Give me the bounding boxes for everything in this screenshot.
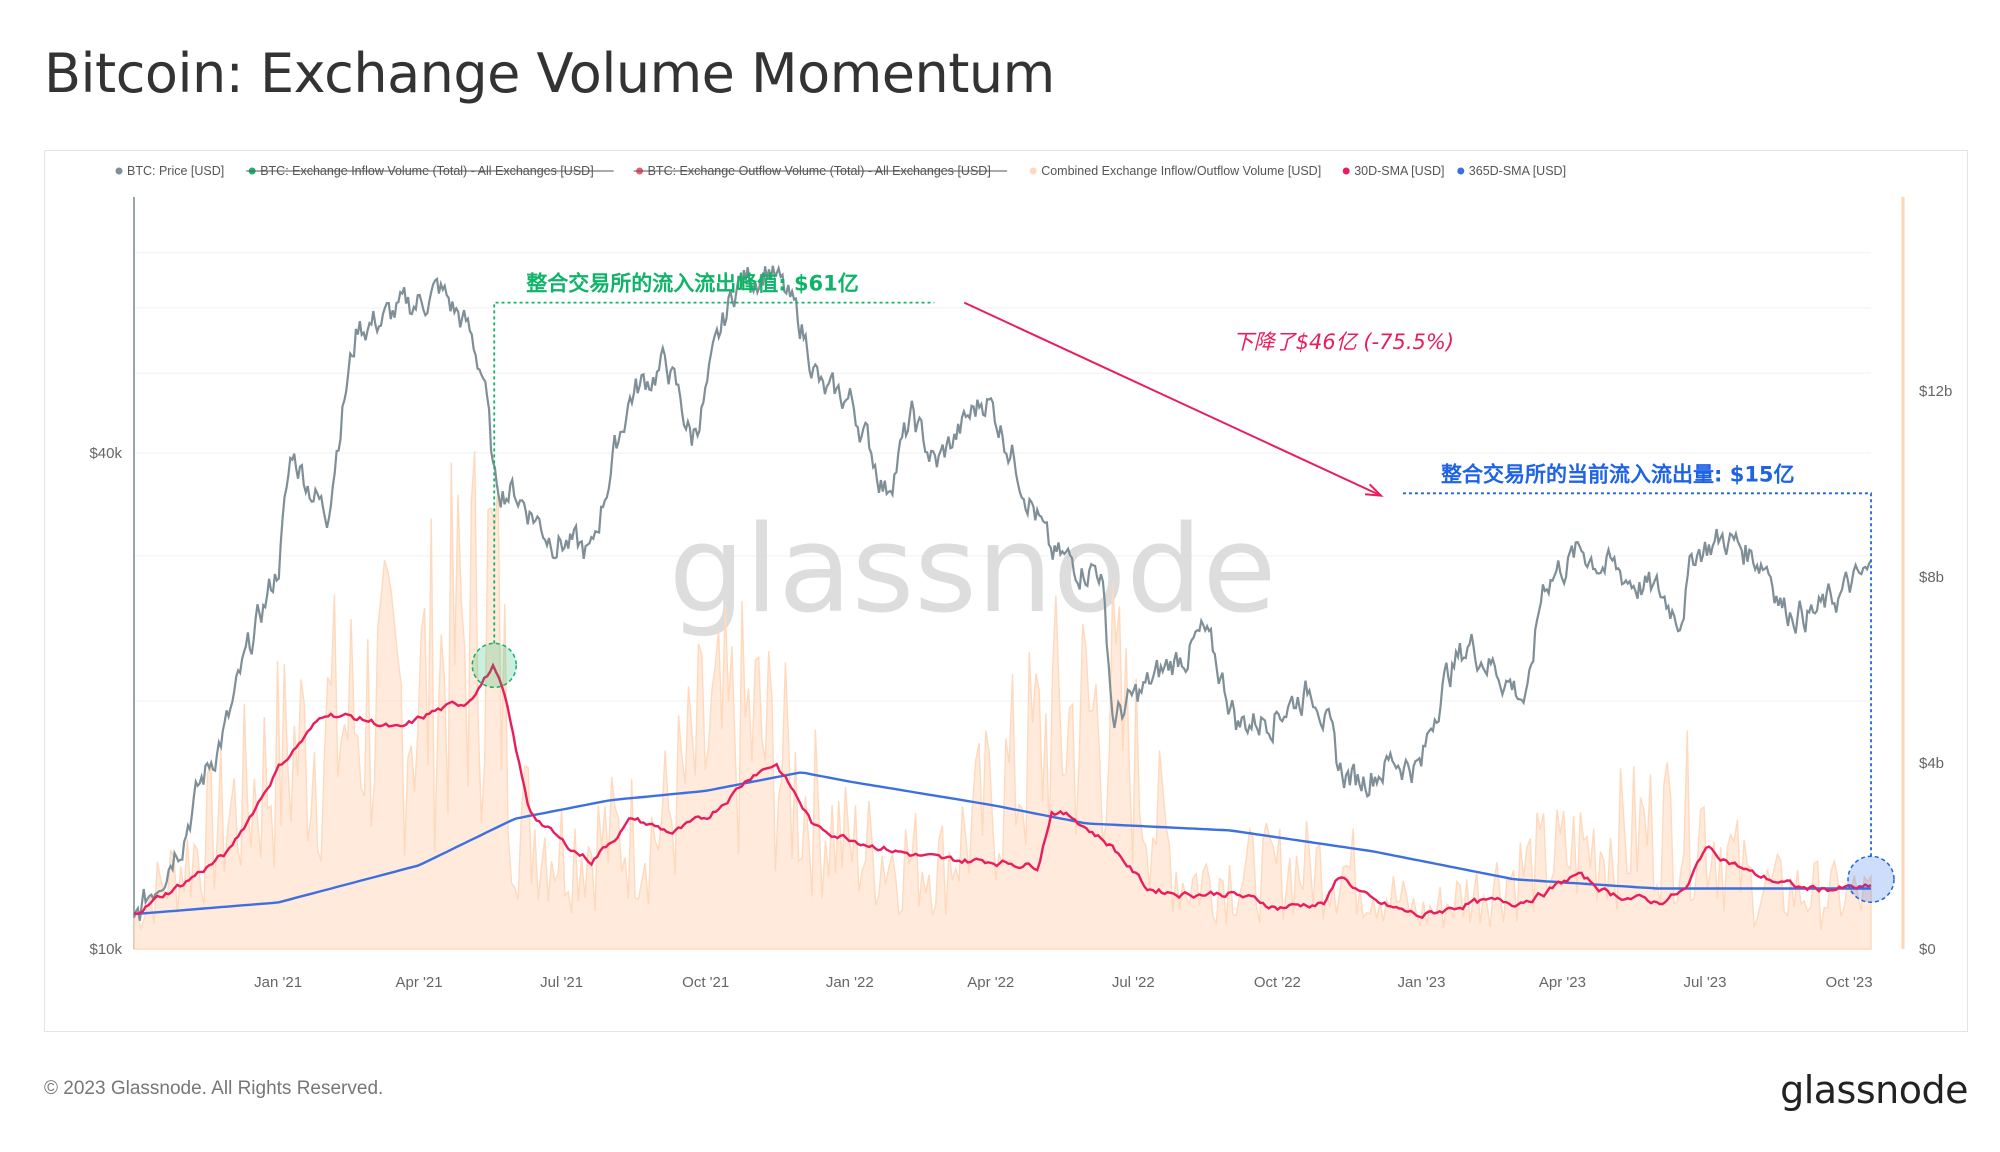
- legend-label: 30D-SMA [USD]: [1354, 164, 1444, 178]
- current-dotted-line: [1401, 492, 1872, 857]
- x-tick-label: Oct '21: [682, 974, 729, 991]
- drop-arrow-head: [1364, 483, 1384, 497]
- legend-item: BTC: Price [USD]: [115, 164, 224, 178]
- x-tick-label: Apr '23: [1539, 974, 1586, 991]
- chart-svg: Jan '21 Apr '21 Jul '21 Oct '21 Jan '22 Apr '…: [89, 164, 1952, 991]
- watermark: glassnode: [669, 501, 1277, 640]
- x-tick-label: Jan '21: [254, 974, 302, 991]
- current-annotation-label: 整合交易所的当前流入流出量: $15亿: [1441, 462, 1795, 486]
- y-right-tick-label: $8b: [1919, 569, 1944, 586]
- x-tick-label: Apr '21: [396, 974, 443, 991]
- legend-item: 30D-SMA [USD]: [1342, 164, 1445, 178]
- drop-arrow-line: [963, 301, 1382, 497]
- legend-item: BTC: Exchange Inflow Volume (Total) - Al…: [246, 164, 614, 178]
- glassnode-logo: glassnode: [1780, 1068, 1968, 1112]
- y-right-tick-label: $12b: [1919, 383, 1952, 400]
- x-tick-label: Apr '22: [967, 974, 1014, 991]
- combined-volume-area: [133, 451, 1872, 950]
- legend-label: Combined Exchange Inflow/Outflow Volume …: [1041, 164, 1321, 178]
- legend-dot: [1029, 167, 1037, 175]
- legend-label: BTC: Price [USD]: [127, 164, 224, 178]
- sma30-line: [133, 662, 1872, 920]
- y-left-tick-label: $40k: [89, 445, 122, 462]
- x-tick-label: Oct '22: [1254, 974, 1301, 991]
- legend-item: 365D-SMA [USD]: [1457, 164, 1566, 178]
- x-tick-label: Jul '21: [540, 974, 583, 991]
- x-tick-label: Jul '22: [1112, 974, 1155, 991]
- legend-dot: [1342, 167, 1350, 175]
- y-right-tick-label: $4b: [1919, 755, 1944, 772]
- x-tick-label: Jul '23: [1684, 974, 1727, 991]
- drop-annotation-label: 下降了$46亿 (-75.5%): [1233, 330, 1454, 354]
- x-tick-label: Oct '23: [1826, 974, 1873, 991]
- x-tick-label: Jan '23: [1398, 974, 1446, 991]
- sma365-line: [133, 771, 1871, 916]
- btc-price-line: [132, 264, 1872, 921]
- legend-dot: [1457, 167, 1465, 175]
- y-right-tick-label: $0: [1919, 941, 1936, 958]
- peak-annotation-label: 整合交易所的流入流出峰值: $61亿: [526, 272, 859, 296]
- legend-dot: [115, 167, 123, 175]
- current-marker-circle: [1847, 855, 1895, 903]
- x-tick-label: Jan '22: [826, 974, 874, 991]
- legend-label: 365D-SMA [USD]: [1469, 164, 1566, 178]
- page-title: Bitcoin: Exchange Volume Momentum: [44, 42, 1055, 105]
- peak-marker-circle: [471, 642, 517, 689]
- copyright-text: © 2023 Glassnode. All Rights Reserved.: [44, 1078, 384, 1099]
- y-left-tick-label: $10k: [89, 941, 122, 958]
- legend-item: BTC: Exchange Outflow Volume (Total) - A…: [633, 164, 1008, 178]
- chart-frame: Jan '21 Apr '21 Jul '21 Oct '21 Jan '22 Apr '…: [44, 150, 1968, 1032]
- legend-item: Combined Exchange Inflow/Outflow Volume …: [1029, 164, 1321, 178]
